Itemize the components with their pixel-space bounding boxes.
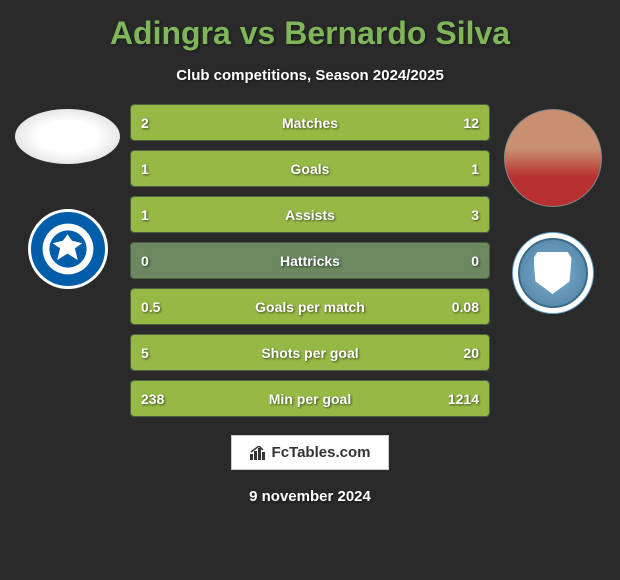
player-left-column: [5, 104, 130, 417]
player-right-column: [490, 104, 615, 417]
comparison-date: 9 november 2024: [0, 488, 620, 505]
stat-fill-right: [310, 151, 489, 186]
stat-value-left: 238: [141, 391, 164, 407]
stat-bar-min-per-goal: 238 1214 Min per goal: [130, 380, 490, 417]
stat-bar-goals-per-match: 0.5 0.08 Goals per match: [130, 288, 490, 325]
stat-value-right: 0.08: [452, 299, 479, 315]
content-area: 2 12 Matches 1 1 Goals 1 3 Assists 0 0 Hattricks 0.5…: [0, 104, 620, 417]
stat-value-right: 3: [471, 207, 479, 223]
site-logo: FcTables.com: [231, 435, 390, 470]
stat-bar-assists: 1 3 Assists: [130, 196, 490, 233]
stat-label: Assists: [285, 207, 335, 223]
stat-bar-matches: 2 12 Matches: [130, 104, 490, 141]
stat-fill-right: [221, 197, 490, 232]
footer: FcTables.com: [0, 435, 620, 470]
club-badge-left: [28, 209, 108, 289]
stat-value-right: 1: [471, 161, 479, 177]
stat-label: Shots per goal: [261, 345, 358, 361]
stat-value-left: 0: [141, 253, 149, 269]
stat-value-left: 1: [141, 161, 149, 177]
player-left-photo: [15, 109, 120, 164]
stat-value-left: 1: [141, 207, 149, 223]
stat-label: Min per goal: [269, 391, 351, 407]
stat-value-right: 1214: [448, 391, 479, 407]
stat-fill-left: [131, 151, 310, 186]
stat-value-left: 2: [141, 115, 149, 131]
stat-value-right: 20: [463, 345, 479, 361]
comparison-title: Adingra vs Bernardo Silva: [0, 0, 620, 52]
site-logo-text: FcTables.com: [272, 444, 371, 461]
stat-bar-shots-per-goal: 5 20 Shots per goal: [130, 334, 490, 371]
stat-value-right: 0: [471, 253, 479, 269]
stat-value-left: 0.5: [141, 299, 160, 315]
stat-bar-hattricks: 0 0 Hattricks: [130, 242, 490, 279]
stat-bar-goals: 1 1 Goals: [130, 150, 490, 187]
stats-column: 2 12 Matches 1 1 Goals 1 3 Assists 0 0 Hattricks 0.5…: [130, 104, 490, 417]
stat-label: Hattricks: [280, 253, 340, 269]
stat-value-left: 5: [141, 345, 149, 361]
chart-icon: [250, 446, 268, 460]
stat-label: Goals per match: [255, 299, 365, 315]
stat-fill-left: [131, 105, 181, 140]
comparison-subtitle: Club competitions, Season 2024/2025: [0, 67, 620, 84]
player-right-photo: [504, 109, 602, 207]
stat-label: Goals: [291, 161, 330, 177]
club-badge-right: [512, 232, 594, 314]
stat-label: Matches: [282, 115, 338, 131]
stat-value-right: 12: [463, 115, 479, 131]
